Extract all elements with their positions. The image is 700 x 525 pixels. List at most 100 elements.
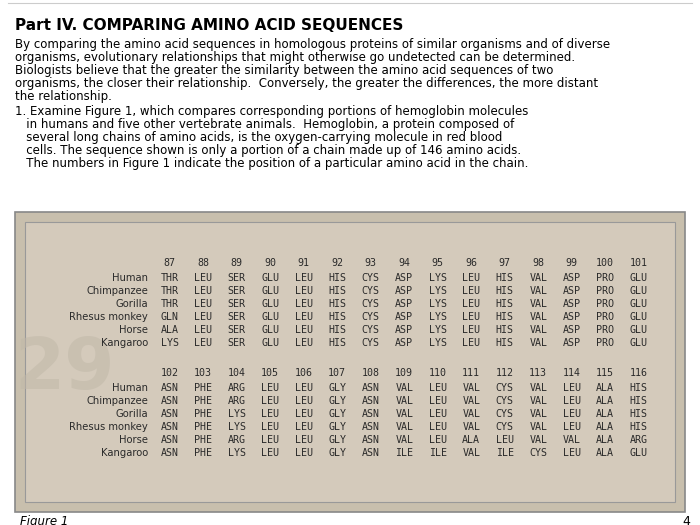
- Text: VAL: VAL: [395, 422, 413, 432]
- Text: LYS: LYS: [228, 422, 246, 432]
- Text: 90: 90: [265, 258, 277, 268]
- Text: LYS: LYS: [428, 338, 447, 348]
- Text: 100: 100: [596, 258, 615, 268]
- Text: GLU: GLU: [630, 338, 648, 348]
- Text: LEU: LEU: [295, 299, 313, 309]
- Text: 103: 103: [195, 368, 212, 378]
- Text: PRO: PRO: [596, 286, 615, 296]
- Text: GLU: GLU: [261, 273, 279, 283]
- Text: 102: 102: [161, 368, 178, 378]
- Text: 107: 107: [328, 368, 346, 378]
- Text: LEU: LEU: [462, 325, 480, 335]
- Text: LEU: LEU: [295, 422, 313, 432]
- Text: LYS: LYS: [428, 299, 447, 309]
- Text: GLU: GLU: [630, 286, 648, 296]
- Text: VAL: VAL: [529, 312, 547, 322]
- Text: Horse: Horse: [119, 435, 148, 445]
- Text: GLU: GLU: [261, 286, 279, 296]
- Text: CYS: CYS: [362, 312, 380, 322]
- Text: ASN: ASN: [161, 448, 178, 458]
- Text: LEU: LEU: [195, 273, 212, 283]
- Text: HIS: HIS: [630, 422, 648, 432]
- Text: VAL: VAL: [529, 273, 547, 283]
- Text: ASN: ASN: [362, 422, 380, 432]
- Text: 101: 101: [630, 258, 648, 268]
- Text: ASP: ASP: [395, 312, 413, 322]
- Text: CYS: CYS: [496, 383, 514, 393]
- Bar: [25, 222, 675, 502]
- Text: GLY: GLY: [328, 422, 346, 432]
- Text: CYS: CYS: [362, 299, 380, 309]
- Text: HIS: HIS: [630, 409, 648, 419]
- Text: PRO: PRO: [596, 312, 615, 322]
- Text: 115: 115: [596, 368, 615, 378]
- Text: HIS: HIS: [328, 325, 346, 335]
- Text: ALA: ALA: [596, 383, 615, 393]
- Text: 93: 93: [365, 258, 377, 268]
- Text: The numbers in Figure 1 indicate the position of a particular amino acid in the : The numbers in Figure 1 indicate the pos…: [15, 157, 528, 170]
- Text: Human: Human: [112, 273, 148, 283]
- Text: 105: 105: [261, 368, 279, 378]
- Text: LEU: LEU: [428, 435, 447, 445]
- Text: ARG: ARG: [228, 383, 246, 393]
- Text: 109: 109: [395, 368, 413, 378]
- Text: 106: 106: [295, 368, 313, 378]
- Text: 111: 111: [462, 368, 480, 378]
- Text: CYS: CYS: [362, 338, 380, 348]
- Text: LYS: LYS: [428, 312, 447, 322]
- Text: LEU: LEU: [462, 338, 480, 348]
- Text: HIS: HIS: [496, 299, 514, 309]
- Text: 110: 110: [428, 368, 447, 378]
- Text: LEU: LEU: [496, 435, 514, 445]
- Text: Human: Human: [112, 383, 148, 393]
- Text: THR: THR: [161, 299, 178, 309]
- Text: several long chains of amino acids, is the oxygen-carrying molecule in red blood: several long chains of amino acids, is t…: [15, 131, 503, 144]
- Text: LEU: LEU: [261, 383, 279, 393]
- Text: ASP: ASP: [395, 286, 413, 296]
- Text: SER: SER: [228, 273, 246, 283]
- Text: LEU: LEU: [295, 273, 313, 283]
- Text: Chimpanzee: Chimpanzee: [86, 286, 148, 296]
- Text: VAL: VAL: [529, 299, 547, 309]
- Text: HIS: HIS: [496, 273, 514, 283]
- Text: HIS: HIS: [328, 273, 346, 283]
- Text: 92: 92: [331, 258, 343, 268]
- Text: SER: SER: [228, 312, 246, 322]
- Text: LEU: LEU: [462, 299, 480, 309]
- Text: LEU: LEU: [295, 338, 313, 348]
- Text: ARG: ARG: [630, 435, 648, 445]
- Text: ASP: ASP: [563, 312, 581, 322]
- Text: LEU: LEU: [462, 273, 480, 283]
- Text: LEU: LEU: [195, 312, 212, 322]
- Text: ASN: ASN: [362, 435, 380, 445]
- Text: Rhesus monkey: Rhesus monkey: [69, 422, 148, 432]
- Text: ALA: ALA: [462, 435, 480, 445]
- Text: VAL: VAL: [462, 383, 480, 393]
- Text: 116: 116: [630, 368, 648, 378]
- Text: HIS: HIS: [496, 325, 514, 335]
- Text: LEU: LEU: [261, 435, 279, 445]
- Text: 89: 89: [231, 258, 243, 268]
- Text: CYS: CYS: [496, 409, 514, 419]
- Text: LEU: LEU: [295, 383, 313, 393]
- Text: HIS: HIS: [630, 383, 648, 393]
- Text: Kangaroo: Kangaroo: [101, 448, 148, 458]
- Text: 1. Examine Figure 1, which compares corresponding portions of hemoglobin molecul: 1. Examine Figure 1, which compares corr…: [15, 105, 528, 118]
- Text: ASP: ASP: [563, 325, 581, 335]
- Text: SER: SER: [228, 286, 246, 296]
- Text: LEU: LEU: [295, 448, 313, 458]
- Text: GLU: GLU: [261, 312, 279, 322]
- Text: LEU: LEU: [295, 286, 313, 296]
- Text: ASP: ASP: [395, 273, 413, 283]
- Text: ASN: ASN: [161, 435, 178, 445]
- Text: LEU: LEU: [295, 409, 313, 419]
- Text: LYS: LYS: [428, 286, 447, 296]
- Text: LEU: LEU: [563, 422, 581, 432]
- Text: GLY: GLY: [328, 409, 346, 419]
- Text: Kangaroo: Kangaroo: [101, 338, 148, 348]
- Text: VAL: VAL: [563, 435, 581, 445]
- Text: LEU: LEU: [428, 396, 447, 406]
- Text: ASP: ASP: [563, 299, 581, 309]
- Text: 4: 4: [682, 515, 690, 525]
- Text: Part IV. COMPARING AMINO ACID SEQUENCES: Part IV. COMPARING AMINO ACID SEQUENCES: [15, 18, 403, 33]
